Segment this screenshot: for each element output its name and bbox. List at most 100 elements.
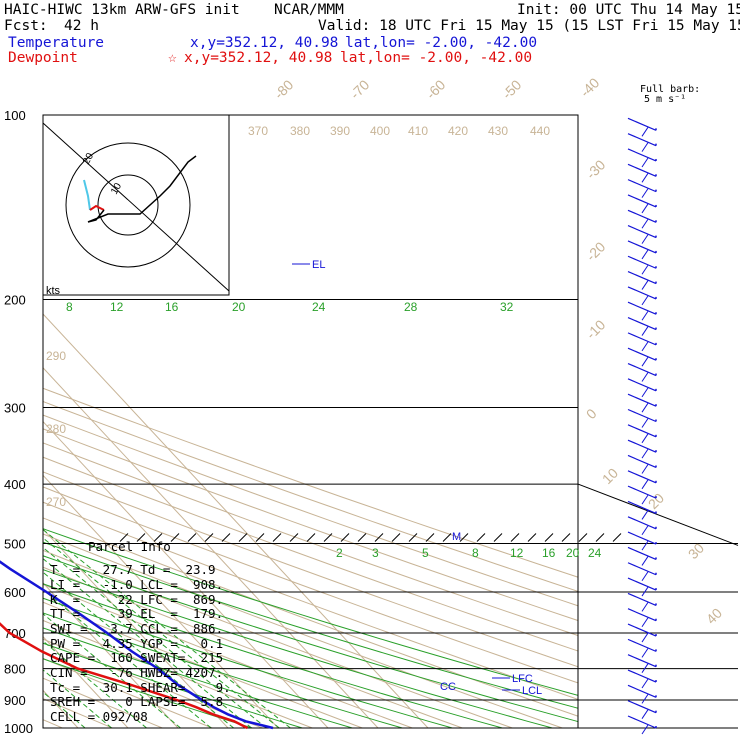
dry-adiabat-line (43, 414, 578, 607)
dewpoint-profile (0, 622, 249, 730)
pressure-tick-label: 300 (4, 400, 26, 415)
wind-barb (627, 225, 657, 239)
wind-barb-flag (641, 249, 649, 260)
annotation-el: EL (312, 259, 325, 271)
hodograph-ring (65, 142, 191, 268)
wind-barb-flag (641, 433, 649, 444)
freezing-hatch (374, 533, 384, 542)
hodograph-ring (97, 174, 159, 236)
wind-barb (627, 669, 657, 683)
wind-barb-flag (641, 571, 649, 582)
barb-legend-line2: 5 m s⁻¹ (644, 94, 687, 105)
org-label: NCAR/MMM (274, 2, 344, 18)
freezing-hatch (527, 533, 537, 542)
wind-barb-flag (641, 479, 649, 490)
hodograph-trace-upper (83, 179, 91, 211)
dry-adiabat-line (43, 566, 463, 728)
isotherm-tick-label: 20 (645, 490, 667, 512)
hodograph-ring-label: 20 (81, 151, 96, 167)
wind-barb-flag (641, 648, 649, 658)
wind-barb (627, 133, 657, 147)
freezing-hatch (204, 533, 214, 542)
wind-barb-flag (641, 326, 649, 336)
parcel-row: K = 22 LFC = 869. (50, 592, 224, 607)
wind-barb-flag (641, 218, 649, 229)
wind-barb (627, 608, 657, 622)
mixing-ratio-line (43, 589, 212, 728)
wind-barb-flag (641, 387, 649, 398)
parcel-row: T = 27.7 Td = 23.9 (50, 562, 216, 577)
parcel-info-title: Parcel Info (88, 539, 171, 554)
dry-adiabat-line (43, 471, 578, 668)
wind-barb (627, 163, 657, 177)
hodograph-unit-label: kts (46, 285, 61, 297)
mixing-ratio-tick-label: 16 (165, 300, 179, 314)
temperature-profile (0, 560, 274, 730)
freezing-hatch (612, 533, 622, 542)
annotation-m: M (452, 531, 461, 543)
parcel-row: CAPE = 160 SWEAT= 215 (50, 650, 224, 665)
dry-adiabat-line (43, 601, 363, 728)
freezing-hatch (442, 533, 452, 542)
theta-tick-label: 380 (290, 124, 310, 138)
dry-adiabat-line (43, 657, 213, 728)
freezing-hatch (493, 533, 503, 542)
freezing-hatch (153, 533, 163, 542)
wind-barb-flag (641, 295, 649, 306)
dry-adiabat-line (43, 583, 413, 728)
wind-barb-flag (641, 264, 649, 275)
pressure-tick-label: 1000 (4, 721, 33, 736)
freezing-hatch (357, 533, 367, 542)
wind-barb (627, 623, 657, 637)
mixing-ratio-tick-label: 2 (336, 546, 343, 560)
parcel-row: CIN = -76 HWBZ= 4207. (50, 665, 224, 680)
freezing-hatch (221, 533, 231, 542)
wind-barb (627, 654, 657, 668)
theta-tick-label: 280 (46, 422, 66, 436)
isotherm-tick-label: -80 (271, 76, 297, 102)
wind-barb-flag (641, 418, 649, 428)
theta-tick-label: 270 (46, 495, 66, 509)
isotherm-line (43, 420, 329, 728)
wind-barb (627, 301, 657, 315)
freezing-hatch (187, 533, 197, 542)
wind-barb (627, 638, 657, 652)
wind-barb (627, 715, 657, 729)
hodograph-axis (42, 122, 230, 292)
freezing-hatch (561, 533, 571, 542)
pressure-tick-label: 500 (4, 536, 26, 551)
wind-barb (627, 485, 657, 499)
freezing-hatch (544, 533, 554, 542)
wind-barb (627, 531, 657, 545)
hodograph-ring-label: 10 (109, 181, 124, 197)
dry-adiabat-line (43, 387, 578, 578)
mixing-ratio-tick-label: 24 (312, 300, 326, 314)
freezing-hatch (595, 533, 605, 542)
dewpoint-xy: x,y=352.12, 40.98 (184, 50, 333, 66)
theta-tick-label: 420 (448, 124, 468, 138)
isotherm-line (43, 313, 429, 728)
dry-adiabat-line (43, 638, 263, 728)
freezing-hatch (391, 533, 401, 542)
freezing-hatch (272, 533, 282, 542)
wind-barb-flag (641, 678, 649, 689)
wind-barb-flag (641, 632, 649, 643)
isotherm-tick-label: -20 (583, 238, 609, 264)
freezing-hatch (476, 533, 486, 542)
wind-barb (627, 240, 657, 254)
parcel-row: TT = 39 EL = 179. (50, 606, 224, 621)
isotherm-tick-label: -10 (583, 316, 609, 342)
hodograph-trace (87, 155, 197, 223)
wind-barb-flag (641, 464, 649, 474)
model-title: HAIC-HIWC 13km ARW-GFS init (4, 2, 240, 18)
isotherm-tick-label: 0 (583, 405, 600, 422)
dry-adiabat-line (43, 533, 563, 728)
moist-adiabat-line (43, 612, 403, 728)
dewpoint-latlon: lat,lon= -2.00, -42.00 (340, 50, 533, 66)
freezing-hatch (323, 533, 333, 542)
temperature-legend-label: Temperature (8, 35, 105, 51)
hodograph-trace-low (89, 204, 105, 211)
init-time: Init: 00 UTC Thu 14 May 15 (517, 2, 740, 18)
theta-tick-label: 390 (330, 124, 350, 138)
isotherm-tick-label: -30 (583, 156, 609, 182)
